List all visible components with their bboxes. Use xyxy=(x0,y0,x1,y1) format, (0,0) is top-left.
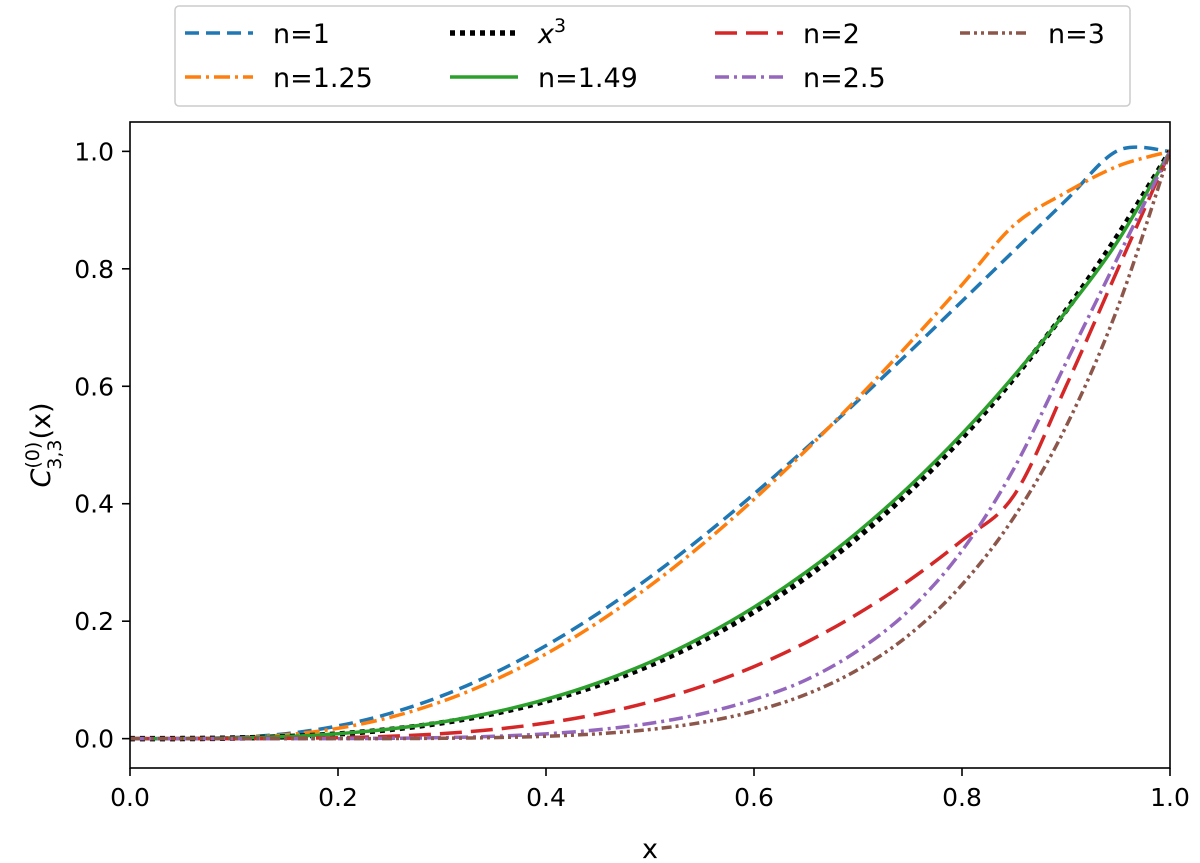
y-axis-ticks: 0.0 0.2 0.4 0.6 0.8 1.0 xyxy=(74,137,130,754)
x-axis-label: x xyxy=(642,834,658,863)
x-tick-label: 0.4 xyxy=(526,783,566,812)
y-tick-label: 0.6 xyxy=(74,372,114,401)
x-tick-label: 0.6 xyxy=(734,783,774,812)
x-axis-ticks: 0.0 0.2 0.4 0.6 0.8 1.0 xyxy=(110,768,1190,812)
x-tick-label: 0.8 xyxy=(942,783,982,812)
series-line-n-1 xyxy=(130,145,1170,741)
y-tick-label: 0.8 xyxy=(74,255,114,284)
legend-label: n=2 xyxy=(803,19,860,50)
y-axis-label-superscript: (0) xyxy=(22,442,44,469)
legend-label: n=1.25 xyxy=(273,63,373,94)
legend-label-superscript: 3 xyxy=(554,15,566,37)
series-line-n-3 xyxy=(130,150,1170,741)
y-axis-label-base: C xyxy=(26,469,57,488)
x-tick-label: 0.2 xyxy=(318,783,358,812)
legend-label: n=2.5 xyxy=(803,63,886,94)
series-line-n-2-5 xyxy=(130,150,1170,741)
y-axis-label-suffix: (x) xyxy=(26,402,57,439)
legend-label: n=1.49 xyxy=(538,63,638,94)
series-line-x-3 xyxy=(130,149,1170,742)
y-tick-label: 0.0 xyxy=(74,725,114,754)
y-axis-label: C(0)3,3(x) xyxy=(22,402,66,487)
y-axis-label-subscript: 3,3 xyxy=(44,440,66,470)
legend-label: n=3 xyxy=(1048,19,1105,50)
series-line-n-1-49 xyxy=(130,150,1170,741)
legend-label: n=1 xyxy=(273,19,330,50)
x-tick-label: 0.0 xyxy=(110,783,150,812)
legend: n=1 n=1.25 x3 n=1.49 n=2 n=2.5 n=3 xyxy=(185,15,1105,94)
series-lines xyxy=(130,145,1170,742)
series-line-n-2 xyxy=(130,150,1170,741)
y-tick-label: 0.4 xyxy=(74,490,114,519)
y-tick-label: 1.0 xyxy=(74,137,114,166)
plot-frame xyxy=(129,121,1171,769)
legend-label: x3 xyxy=(537,15,566,50)
y-tick-label: 0.2 xyxy=(74,607,114,636)
x-tick-label: 1.0 xyxy=(1150,783,1190,812)
legend-box xyxy=(174,5,1131,107)
series-line-n-1-25 xyxy=(130,149,1170,741)
legend-label-base: x xyxy=(537,19,555,50)
